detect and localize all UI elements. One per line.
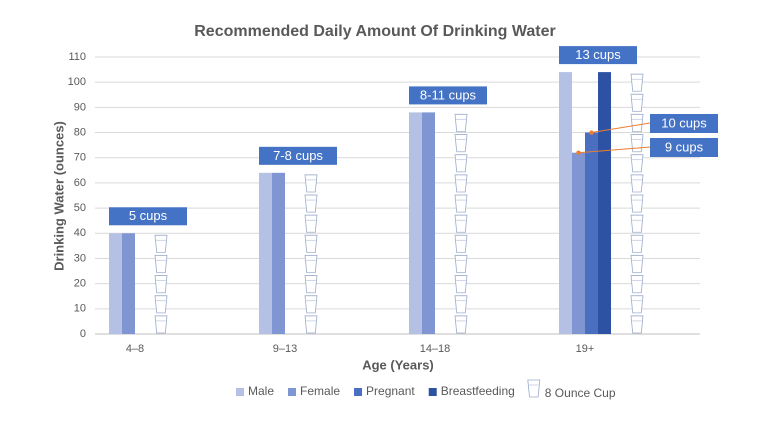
cup-stack <box>454 112 468 335</box>
y-tick-label: 80 <box>74 126 86 138</box>
x-tick-label: 9–13 <box>273 343 297 355</box>
y-tick-label: 70 <box>74 152 86 164</box>
callout-dot <box>589 130 594 135</box>
bar <box>259 172 272 334</box>
y-tick-label: 20 <box>74 278 86 290</box>
legend-label: Breastfeeding <box>441 384 515 398</box>
callout-label: 9 cups <box>665 139 704 154</box>
y-tick-label: 10 <box>74 303 86 315</box>
bar <box>109 233 122 334</box>
cup-stack <box>630 72 644 334</box>
group-label: 7-8 cups <box>273 148 323 163</box>
y-tick-label: 30 <box>74 252 86 264</box>
bar <box>422 112 435 335</box>
callout-label: 10 cups <box>661 115 707 130</box>
y-tick-label: 60 <box>74 177 86 189</box>
y-tick-label: 110 <box>68 51 86 63</box>
legend-label: Pregnant <box>366 384 415 398</box>
callout-line <box>578 146 651 154</box>
x-axis-title: Age (Years) <box>362 357 434 372</box>
legend-label: 8 Ounce Cup <box>545 386 616 400</box>
y-tick-label: 50 <box>74 202 86 214</box>
group-label: 13 cups <box>575 47 621 62</box>
cup-stack <box>154 233 168 334</box>
bar <box>559 72 572 334</box>
callout-box <box>650 138 718 157</box>
legend-swatch <box>428 388 437 396</box>
bar <box>598 72 611 334</box>
callout-box <box>650 114 718 133</box>
group-label-box <box>259 146 337 165</box>
y-tick-label: 90 <box>74 101 86 113</box>
bar <box>585 132 598 334</box>
group-label-box <box>109 207 187 226</box>
legend-label: Male <box>248 384 274 398</box>
chart-title: Recommended Daily Amount Of Drinking Wat… <box>194 23 556 40</box>
callout-dot <box>576 150 581 155</box>
group-label: 5 cups <box>129 208 168 223</box>
legend-swatch <box>354 388 363 396</box>
x-tick-label: 19+ <box>576 343 595 355</box>
y-axis-title: Drinking Water (ounces) <box>51 121 66 271</box>
bar <box>409 112 422 335</box>
y-tick-label: 40 <box>74 227 86 239</box>
legend-cup <box>527 379 541 398</box>
x-tick-label: 4–8 <box>126 343 144 355</box>
y-tick-label: 100 <box>68 76 86 88</box>
group-label-box <box>409 86 487 105</box>
legend-label: Female <box>300 384 340 398</box>
bar <box>272 172 285 334</box>
group-label-box <box>559 46 637 65</box>
bar <box>572 152 585 334</box>
legend-swatch <box>236 388 244 396</box>
group-label: 8-11 cups <box>420 87 477 102</box>
x-tick-label: 14–18 <box>420 343 451 355</box>
cup-stack <box>304 172 318 334</box>
callout-line <box>591 122 651 134</box>
y-tick-label: 0 <box>80 328 86 340</box>
legend-swatch <box>288 388 297 396</box>
bar <box>122 233 135 334</box>
